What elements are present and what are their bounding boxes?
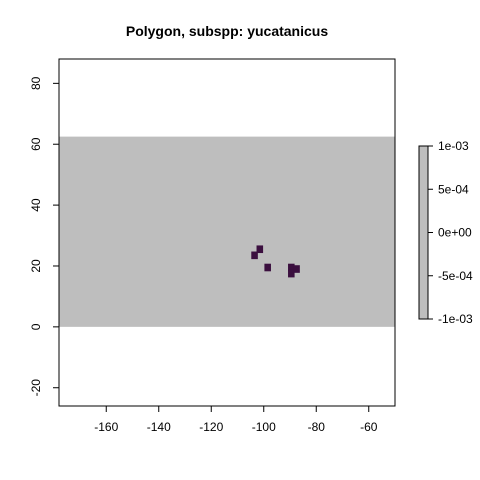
x-tick-label: -80 (308, 420, 326, 434)
raster-cell-4 (288, 269, 295, 278)
raster-cell-0 (251, 251, 258, 260)
y-tick-label: 20 (29, 259, 43, 273)
plot-region (58, 58, 396, 407)
background-raster (59, 136, 395, 327)
legend-tick-label: 0e+00 (438, 226, 472, 240)
chart-title: Polygon, subspp: yucatanicus (126, 23, 328, 39)
raster-cell-1 (256, 245, 264, 254)
x-tick-label: -120 (199, 420, 223, 434)
x-tick-label: -140 (147, 420, 171, 434)
legend-bar (418, 145, 429, 320)
legend-tick-label: -5e-04 (438, 269, 473, 283)
x-tick-label: -60 (360, 420, 378, 434)
legend-colorbar: 1e-03 5e-04 0e+00 -5e-04 -1e-03 (418, 139, 473, 326)
legend-tick-label: 5e-04 (438, 182, 469, 196)
y-tick-label: 80 (29, 76, 43, 90)
x-tick-label: -160 (94, 420, 118, 434)
raster-cell-2 (264, 263, 271, 272)
x-axis: -160 -140 -120 -100 -80 -60 (94, 405, 378, 434)
y-tick-label: 40 (29, 198, 43, 212)
raster-cell-3 (288, 263, 295, 272)
raster-cell-5 (293, 265, 300, 273)
y-tick-label: 60 (29, 137, 43, 151)
legend-tick-label: 1e-03 (438, 139, 469, 153)
x-tick-label: -100 (252, 420, 276, 434)
y-tick-label: 0 (29, 323, 43, 330)
y-tick-label: -20 (29, 379, 43, 397)
y-axis: -20 0 20 40 60 80 (29, 76, 60, 397)
legend-tick-label: -1e-03 (438, 312, 473, 326)
